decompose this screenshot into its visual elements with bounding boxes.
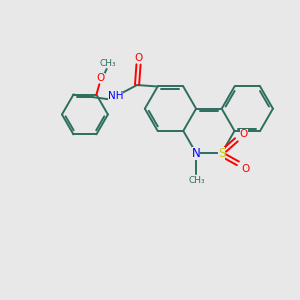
Text: N: N: [192, 146, 200, 160]
Text: NH: NH: [107, 91, 123, 101]
Text: O: O: [97, 73, 105, 83]
Text: S: S: [218, 146, 225, 160]
Text: CH₃: CH₃: [188, 176, 205, 184]
Text: O: O: [134, 53, 142, 63]
Text: CH₃: CH₃: [99, 58, 116, 68]
Text: O: O: [241, 164, 249, 174]
Text: O: O: [240, 129, 248, 139]
